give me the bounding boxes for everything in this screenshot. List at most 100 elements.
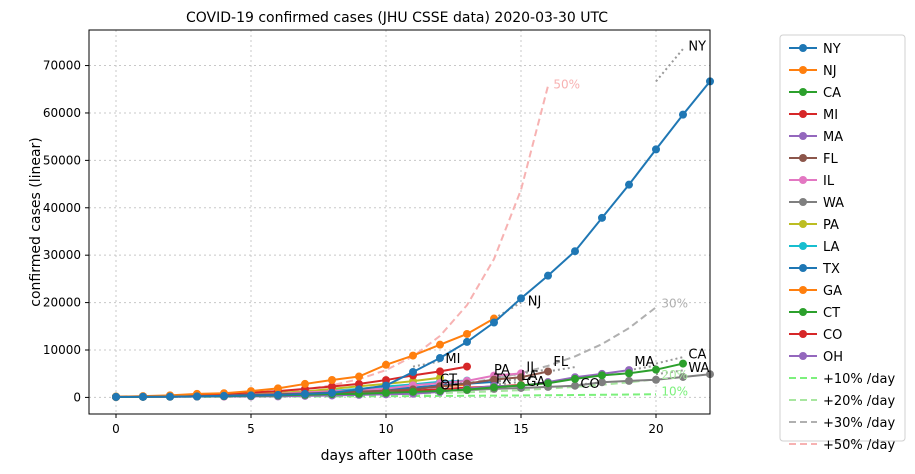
legend-marker	[799, 176, 807, 184]
data-point	[490, 318, 498, 327]
legend-label: OH	[823, 350, 843, 365]
data-point	[328, 382, 336, 391]
legend-label: +30% /day	[823, 416, 896, 431]
data-point	[625, 369, 633, 378]
data-point	[598, 378, 606, 387]
legend-marker	[799, 286, 807, 294]
series-label: WA	[688, 361, 709, 376]
legend-label: FL	[823, 152, 838, 167]
legend-marker	[799, 66, 807, 74]
series-label: TX	[493, 372, 511, 387]
data-point	[544, 271, 552, 280]
legend-label: CA	[823, 86, 841, 101]
series-ny	[112, 48, 714, 401]
data-point	[382, 388, 390, 397]
data-point	[625, 376, 633, 385]
data-point	[382, 360, 390, 369]
data-point	[571, 381, 579, 390]
data-point	[301, 379, 309, 388]
legend-marker	[799, 88, 807, 96]
reference-label: 50%	[553, 78, 580, 92]
legend-marker	[799, 154, 807, 162]
legend-marker	[799, 264, 807, 272]
legend-marker	[799, 220, 807, 228]
data-point	[274, 390, 282, 399]
series-labels: 10% 20% 30% 50% NY NJ CA MI MA FL IL WA PA LA TX GA CT CO…	[440, 40, 710, 399]
chart-title: COVID-19 confirmed cases (JHU CSSE data)…	[186, 10, 608, 26]
legend-label: CO	[823, 328, 842, 343]
y-ticks: 0 10000 20000 30000 40000 50000 60000 70000	[43, 59, 89, 404]
legend-label: NJ	[823, 64, 837, 79]
x-ticks: 0 5 10 15 20	[112, 414, 664, 436]
legend-marker	[799, 308, 807, 316]
data-point	[571, 374, 579, 383]
series-group	[112, 48, 714, 401]
data-point	[193, 392, 201, 401]
data-point	[463, 362, 471, 371]
data-point	[355, 385, 363, 394]
reference-label: 10%	[661, 385, 688, 399]
data-point	[652, 365, 660, 374]
data-point	[517, 373, 525, 382]
x-tick-label: 0	[112, 422, 120, 436]
series-label: LA	[521, 369, 538, 384]
x-tick-label: 10	[378, 422, 393, 436]
legend: NY NJ CA MI MA FL IL WA PA LA TX GA CT CO OH +10% /day +…	[779, 34, 906, 453]
data-point	[679, 359, 687, 368]
data-point	[652, 145, 660, 154]
series-label: CO	[580, 377, 599, 392]
legend-label: PA	[823, 218, 839, 233]
data-point	[328, 388, 336, 397]
reference-label: 30%	[661, 297, 688, 311]
series-label: NJ	[528, 295, 542, 310]
legend-marker	[799, 110, 807, 118]
data-point	[490, 383, 498, 392]
series-label: MI	[445, 352, 460, 367]
y-tick-label: 50000	[43, 153, 81, 167]
grid	[89, 30, 710, 414]
data-point	[382, 381, 390, 390]
x-axis-label: days after 100th case	[321, 448, 474, 464]
data-point	[517, 381, 525, 390]
data-point	[625, 180, 633, 189]
data-point	[436, 354, 444, 363]
legend-marker	[799, 132, 807, 140]
data-point	[166, 392, 174, 401]
series-label: OH	[440, 379, 460, 394]
legend-label: MA	[823, 130, 843, 145]
data-point	[355, 372, 363, 381]
data-point	[463, 337, 471, 346]
series-label: PA	[494, 363, 510, 378]
data-point	[490, 375, 498, 384]
data-point	[517, 294, 525, 303]
data-point	[409, 367, 417, 376]
data-point	[220, 391, 228, 400]
legend-label: +10% /day	[823, 372, 896, 387]
legend-label: TX	[822, 262, 840, 277]
legend-label: MI	[823, 108, 838, 123]
reference-label: 20%	[661, 368, 688, 382]
legend-label: NY	[823, 42, 841, 57]
legend-marker	[799, 44, 807, 52]
legend-marker	[799, 330, 807, 338]
data-point	[463, 385, 471, 394]
y-tick-label: 0	[73, 390, 81, 404]
y-tick-label: 60000	[43, 106, 81, 120]
data-point	[328, 375, 336, 384]
series-label: FL	[553, 355, 568, 370]
legend-label: +20% /day	[823, 394, 896, 409]
legend-label: GA	[823, 284, 842, 299]
data-point	[409, 351, 417, 360]
legend-marker	[799, 198, 807, 206]
data-point	[247, 391, 255, 400]
data-point	[274, 384, 282, 393]
data-point	[679, 110, 687, 119]
data-point	[436, 340, 444, 349]
series-label: GA	[526, 375, 545, 390]
extrapolation-line	[655, 356, 684, 365]
y-axis-label: confirmed cases (linear)	[28, 137, 44, 307]
legend-label: IL	[823, 174, 835, 189]
y-tick-label: 10000	[43, 343, 81, 357]
legend-marker	[799, 242, 807, 250]
